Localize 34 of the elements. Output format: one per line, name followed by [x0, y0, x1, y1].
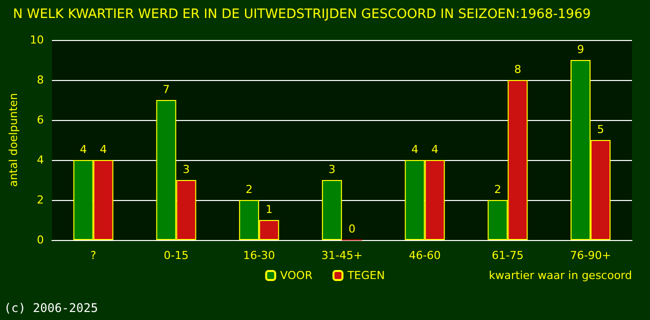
text: (c) 2006-2025	[4, 301, 98, 315]
y-tick-label: 10	[30, 34, 44, 46]
chart-title: N WELK KWARTIER WERD ER IN DE UITWEDSTRIJDEN GESCOORD IN SEIZOEN:1968-1969	[13, 7, 591, 22]
data-label: 4	[431, 143, 438, 156]
x-tick-label: 0-15	[164, 249, 189, 262]
data-label: 0	[348, 222, 356, 236]
legend-label: TEGEN	[346, 269, 385, 282]
bar	[322, 180, 342, 240]
data-label: 4	[80, 143, 87, 156]
x-tick-label: 76-90+	[570, 249, 612, 262]
x-tick-label: 16-30	[243, 249, 276, 262]
data-label: 3	[182, 163, 190, 176]
data-label: 8	[514, 63, 522, 76]
data-label: 7	[162, 83, 170, 96]
data-label: 3	[328, 163, 336, 176]
y-tick-label: 0	[36, 234, 44, 246]
x-axis-title: kwartier waar in gescoord	[488, 269, 632, 282]
data-label: 1	[266, 203, 273, 216]
data-label: 2	[246, 183, 253, 196]
legend-label: VOOR	[280, 269, 313, 282]
data-label: 4	[100, 143, 107, 156]
y-tick-label: 4	[36, 154, 44, 166]
y-tick-label: 8	[36, 74, 44, 86]
data-label: 2	[494, 183, 502, 196]
y-tick-label: 6	[36, 114, 44, 126]
y-axis-title: antal doelpunten	[7, 93, 20, 187]
x-tick-label: 46-60	[408, 249, 441, 262]
data-label: 5	[597, 123, 604, 136]
data-label: 4	[411, 143, 418, 156]
x-tick-label: 61-75	[492, 249, 524, 262]
x-tick-label: 31-45+	[321, 249, 363, 262]
data-label: 9	[577, 43, 584, 56]
x-tick-label: ?	[90, 249, 96, 262]
y-tick-label: 2	[36, 194, 44, 206]
